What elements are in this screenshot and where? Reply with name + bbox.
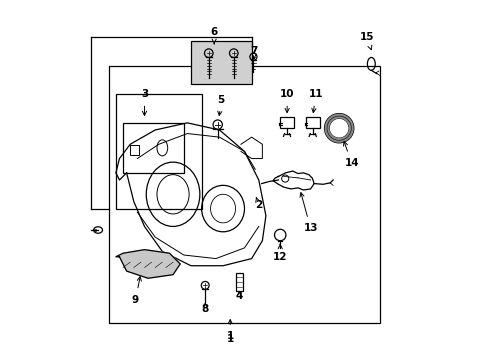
Bar: [123, 123, 183, 173]
Text: 1: 1: [226, 334, 233, 344]
Text: 2: 2: [255, 197, 262, 210]
Text: 7: 7: [250, 46, 257, 59]
Polygon shape: [116, 249, 180, 278]
Text: 12: 12: [272, 244, 287, 262]
Text: 3: 3: [141, 89, 148, 116]
Text: 14: 14: [343, 141, 358, 168]
Bar: [235, 273, 242, 291]
Bar: [116, 94, 201, 208]
Text: 15: 15: [359, 32, 373, 50]
Text: 10: 10: [280, 89, 294, 113]
Text: 13: 13: [299, 193, 317, 233]
Text: 4: 4: [235, 291, 243, 301]
Text: 1: 1: [226, 320, 233, 342]
Bar: [108, 66, 380, 323]
Text: 6: 6: [210, 27, 217, 44]
Text: 11: 11: [308, 89, 323, 113]
Bar: [280, 117, 293, 128]
Bar: [190, 41, 251, 84]
Bar: [305, 117, 319, 128]
Text: 9: 9: [132, 277, 141, 305]
Bar: [130, 145, 139, 155]
Text: 5: 5: [217, 95, 224, 116]
Text: 8: 8: [201, 303, 208, 314]
